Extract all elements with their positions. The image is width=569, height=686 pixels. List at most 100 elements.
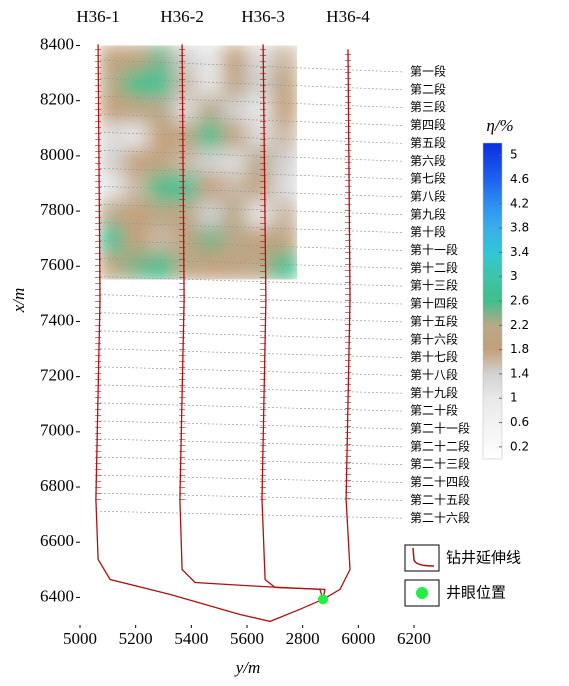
segment-line — [99, 312, 405, 323]
segment-label: 第十九段 — [410, 385, 458, 400]
y-tick-label: 7800 — [40, 200, 74, 219]
well-label: H36-1 — [76, 7, 119, 26]
well-path — [95, 44, 324, 623]
y-tick-label: 6600 — [40, 531, 74, 550]
legend-text: 钻井延伸线 — [446, 549, 521, 567]
colorbar-tick-label: 0.6 — [510, 415, 529, 429]
well-label: H36-4 — [326, 7, 370, 26]
heat-cell — [148, 45, 175, 73]
heat-cell — [222, 122, 249, 151]
segment-label: 第十一段 — [410, 242, 458, 257]
legend-line-icon — [412, 547, 435, 567]
segment-line — [99, 294, 405, 305]
colorbar-tick-label: 1.4 — [510, 366, 529, 380]
heat-cell — [271, 226, 298, 255]
y-tick-label: 7400 — [40, 310, 74, 329]
segment-label: 第九段 — [410, 206, 446, 221]
segment-line — [99, 149, 405, 162]
colorbar-tick-label: 4.2 — [510, 196, 529, 210]
segment-label: 第十段 — [410, 224, 446, 239]
heat-cell — [123, 252, 151, 280]
wellhead — [317, 594, 328, 605]
heat-cell — [148, 200, 175, 229]
segment-label: 第一段 — [410, 64, 446, 79]
well-path — [322, 49, 351, 600]
segment-line — [99, 77, 405, 91]
heat-cell — [123, 70, 151, 99]
segment-label: 第八段 — [410, 188, 446, 203]
heat-cell — [197, 226, 225, 255]
heat-cell — [271, 45, 298, 73]
segment-line — [99, 186, 405, 198]
well-label: H36-3 — [241, 7, 284, 26]
segment-label: 第二段 — [410, 81, 446, 96]
heat-cell — [148, 148, 175, 177]
heat-cell — [123, 174, 151, 203]
heat-cell — [246, 174, 274, 203]
segment-label: 第六段 — [410, 153, 446, 168]
heat-cell — [172, 174, 200, 203]
legend-point-icon — [416, 587, 428, 599]
segment-line — [99, 456, 405, 466]
heat-cell — [222, 148, 249, 177]
heat-cell — [271, 70, 298, 99]
heat-cell — [222, 70, 249, 99]
segment-label: 第三段 — [410, 99, 446, 114]
segment-line — [99, 258, 405, 269]
x-tick-label: 6200 — [397, 629, 431, 648]
heat-cell — [148, 226, 175, 255]
y-tick-label: 8000 — [40, 145, 74, 164]
segment-label: 第二十四段 — [410, 474, 470, 489]
segment-line — [99, 474, 405, 483]
colorbar-tick-label: 1.8 — [510, 342, 529, 356]
colorbar-tick-label: 0.2 — [510, 439, 529, 453]
segment-label: 第十六段 — [410, 331, 458, 346]
heat-cell — [246, 45, 274, 73]
segment-line — [99, 95, 405, 109]
heat-cell — [246, 200, 274, 229]
heat-cell — [172, 70, 200, 99]
segment-label: 第十五段 — [410, 313, 458, 328]
colorbar-tick-label: 2.6 — [510, 294, 529, 308]
segment-line — [99, 222, 405, 233]
heat-cell — [197, 122, 225, 151]
segment-line — [99, 402, 405, 412]
y-tick-label: 6800 — [40, 476, 74, 495]
heatmap — [100, 45, 298, 280]
segment-line — [99, 492, 405, 501]
segment-label: 第四段 — [410, 117, 446, 132]
y-axis-label: x/m — [9, 288, 28, 314]
x-tick-label: 6000 — [341, 629, 375, 648]
segment-label: 第二十一段 — [410, 421, 470, 436]
y-tick-label: 8200 — [40, 90, 74, 109]
segment-line — [99, 113, 405, 126]
heat-cell — [100, 70, 126, 99]
heat-cell — [197, 70, 225, 99]
segment-label: 第十七段 — [410, 349, 458, 364]
colorbar-tick-label: 3 — [510, 269, 518, 283]
colorbar-tick-label: 5 — [510, 148, 518, 162]
heat-cell — [222, 200, 249, 229]
segment-label: 第二十段 — [410, 403, 458, 418]
segment-line — [99, 59, 405, 73]
segment-label: 第十三段 — [410, 278, 458, 293]
colorbar-tick-label: 4.6 — [510, 172, 529, 186]
segment-line — [99, 510, 405, 519]
x-tick-label: 5400 — [174, 629, 208, 648]
segment-label: 第二十五段 — [410, 492, 470, 507]
heat-cell — [197, 252, 225, 280]
heat-cell — [246, 148, 274, 177]
segment-label: 第十八段 — [410, 367, 458, 382]
heat-cell — [271, 174, 298, 203]
heat-cell — [100, 226, 126, 255]
heat-cell — [246, 252, 274, 280]
y-tick-label: 7000 — [40, 421, 74, 440]
legend-text: 井眼位置 — [446, 584, 506, 602]
legend-box — [404, 544, 440, 572]
x-tick-label: 5600 — [230, 629, 264, 648]
heat-cell — [123, 200, 151, 229]
heat-cell — [197, 45, 225, 73]
heat-cell — [222, 45, 249, 73]
heat-cell — [123, 148, 151, 177]
